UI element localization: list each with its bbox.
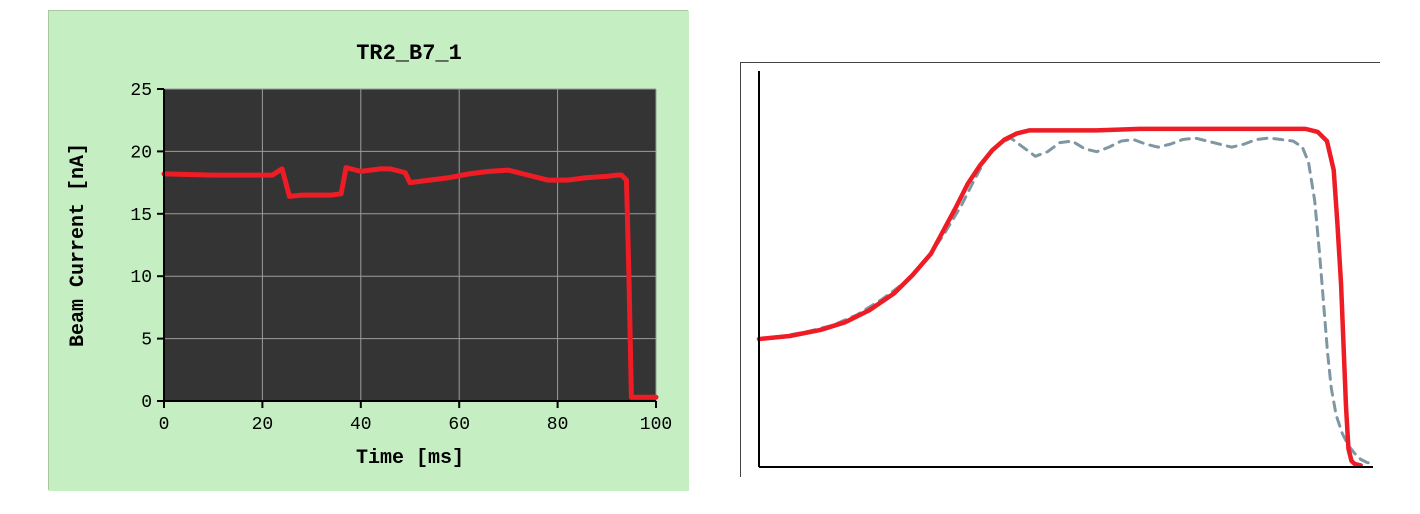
ytick-label: 25 bbox=[130, 81, 152, 101]
ytick-label: 10 bbox=[130, 268, 152, 288]
x-axis-label: Time [ms] bbox=[356, 447, 464, 470]
xtick-label: 40 bbox=[350, 415, 372, 435]
right-chart-svg bbox=[741, 63, 1381, 478]
ytick-label: 20 bbox=[130, 143, 152, 163]
ytick-label: 15 bbox=[130, 206, 152, 226]
ytick-label: 5 bbox=[141, 331, 152, 351]
xtick-label: 20 bbox=[252, 415, 274, 435]
ytick-label: 0 bbox=[141, 393, 152, 413]
xtick-label: 80 bbox=[547, 415, 569, 435]
page-root: 0 20 40 60 80 100 0 5 10 15 20 25 TR2_B7_1 Time [ms] B… bbox=[0, 0, 1420, 514]
left-chart-panel: 0 20 40 60 80 100 0 5 10 15 20 25 TR2_B7_1 Time [ms] B… bbox=[48, 10, 688, 490]
left-chart-svg: 0 20 40 60 80 100 0 5 10 15 20 25 TR2_B7_1 Time [ms] B… bbox=[49, 11, 689, 491]
xtick-label: 60 bbox=[448, 415, 470, 435]
right-chart-panel bbox=[740, 62, 1380, 477]
chart-title: TR2_B7_1 bbox=[356, 41, 462, 66]
xtick-label: 100 bbox=[640, 415, 672, 435]
y-axis-label: Beam Current [nA] bbox=[67, 143, 90, 347]
xtick-label: 0 bbox=[159, 415, 170, 435]
